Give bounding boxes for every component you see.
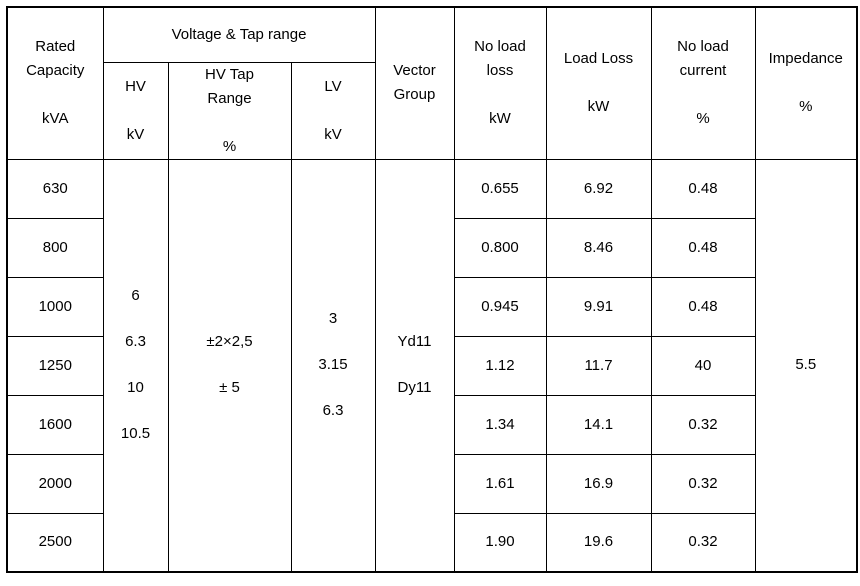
cell-no-load-loss: 1.12 <box>453 335 547 396</box>
table-row: 800 0.800 8.46 0.48 <box>6 217 857 278</box>
cell-load-loss: 8.46 <box>545 217 652 278</box>
header-no-load-loss: No load loss kW <box>453 6 547 160</box>
cell-capacity: 2500 <box>6 512 104 573</box>
header-impedance: Impedance % <box>754 6 858 160</box>
header-load-loss: Load Loss kW <box>545 6 652 160</box>
header-hv: HV kV <box>102 61 169 160</box>
table-row: 1600 1.34 14.1 0.32 <box>6 394 857 455</box>
cell-hv-values: 6 6.3 10 10.5 <box>102 158 169 573</box>
cell-no-load-loss: 1.90 <box>453 512 547 573</box>
cell-capacity: 1600 <box>6 394 104 455</box>
table-row: 2500 1.90 19.6 0.32 <box>6 512 857 573</box>
cell-no-load-current: 0.32 <box>650 512 756 573</box>
cell-capacity: 1250 <box>6 335 104 396</box>
header-voltage-tap-range: Voltage & Tap range <box>102 6 376 63</box>
cell-load-loss: 19.6 <box>545 512 652 573</box>
cell-vector-values: Yd11 Dy11 <box>374 158 455 573</box>
cell-no-load-loss: 1.34 <box>453 394 547 455</box>
cell-no-load-current: 40 <box>650 335 756 396</box>
cell-capacity: 800 <box>6 217 104 278</box>
cell-no-load-loss: 0.945 <box>453 276 547 337</box>
table-row: 1250 1.12 11.7 40 <box>6 335 857 396</box>
cell-capacity: 1000 <box>6 276 104 337</box>
transformer-spec-table: Rated Capacity kVA Voltage & Tap range V… <box>6 6 858 573</box>
header-row-2: HV kV HV Tap Range % LV kV <box>7 61 857 160</box>
cell-load-loss: 6.92 <box>545 158 652 219</box>
header-row-1: Rated Capacity kVA Voltage & Tap range V… <box>6 6 858 160</box>
cell-load-loss: 11.7 <box>545 335 652 396</box>
cell-load-loss: 9.91 <box>545 276 652 337</box>
cell-no-load-loss: 0.800 <box>453 217 547 278</box>
cell-impedance-value: 5.5 <box>754 158 858 573</box>
header-no-load-current: No load current % <box>650 6 756 160</box>
cell-lv-values: 3 3.15 6.3 <box>290 158 376 573</box>
cell-no-load-loss: 1.61 <box>453 453 547 514</box>
cell-capacity: 630 <box>6 158 104 219</box>
header-lv: LV kV <box>290 61 376 160</box>
cell-no-load-current: 0.48 <box>650 276 756 337</box>
cell-no-load-loss: 0.655 <box>453 158 547 219</box>
cell-no-load-current: 0.48 <box>650 158 756 219</box>
cell-capacity: 2000 <box>6 453 104 514</box>
cell-load-loss: 16.9 <box>545 453 652 514</box>
header-vector-group: Vector Group <box>374 6 455 160</box>
table-row: 1000 0.945 9.91 0.48 <box>6 276 857 337</box>
table-row: 630 6 6.3 10 10.5 ±2×2,5 ± 5 3 3.15 6.3 … <box>6 158 858 573</box>
cell-hv-tap-values: ±2×2,5 ± 5 <box>167 158 292 573</box>
cell-load-loss: 14.1 <box>545 394 652 455</box>
cell-no-load-current: 0.32 <box>650 453 756 514</box>
cell-no-load-current: 0.48 <box>650 217 756 278</box>
cell-no-load-current: 0.32 <box>650 394 756 455</box>
header-rated-capacity: Rated Capacity kVA <box>6 6 104 160</box>
header-hv-tap-range: HV Tap Range % <box>167 61 292 160</box>
